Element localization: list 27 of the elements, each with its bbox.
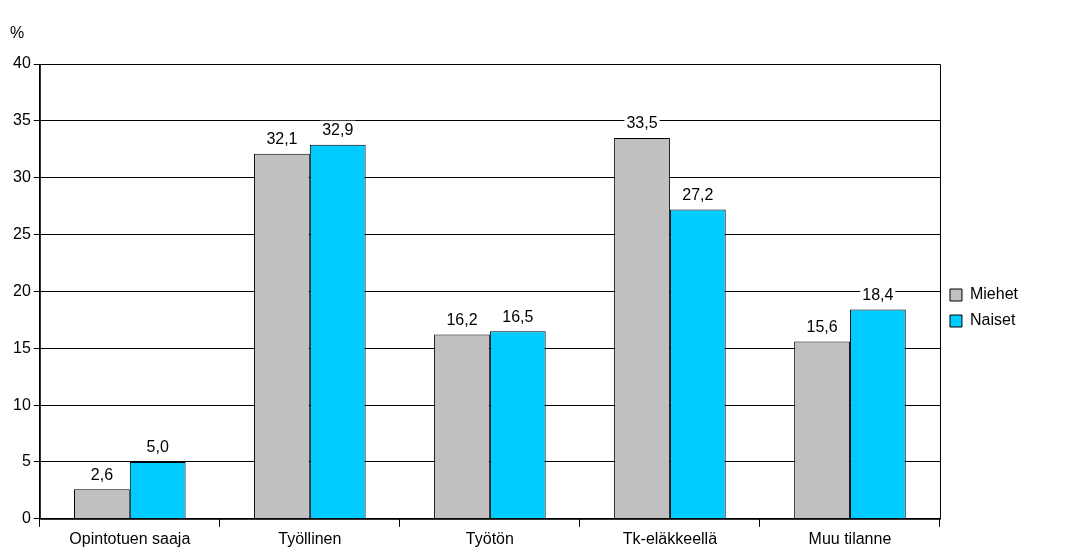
data-label: 16,2 — [446, 311, 478, 329]
y-tick-label: 10 — [13, 395, 31, 413]
y-tick-label: 40 — [13, 54, 31, 72]
x-tick-label: Työtön — [465, 529, 514, 547]
x-tick-label: Opintotuen saaja — [69, 529, 191, 547]
x-tick-label: Tk-eläkkeellä — [622, 529, 718, 547]
data-label: 32,9 — [322, 121, 354, 139]
data-label: 16,5 — [502, 307, 534, 325]
data-label: 15,6 — [806, 317, 838, 335]
x-tick-label: Työllinen — [278, 529, 342, 547]
y-tick-label: 15 — [13, 338, 31, 356]
y-tick-label: 0 — [21, 509, 31, 527]
y-tick-label: 30 — [13, 168, 31, 186]
data-label: 2,6 — [90, 465, 114, 483]
data-label: 27,2 — [682, 185, 714, 203]
y-tick-label: 20 — [13, 281, 31, 299]
data-label: 18,4 — [862, 286, 894, 303]
y-axis-title: % — [10, 24, 25, 42]
y-tick-label: 5 — [21, 452, 31, 470]
data-label: 33,5 — [626, 114, 658, 132]
legend-label: Naiset — [969, 311, 1016, 329]
data-label: 32,1 — [266, 130, 298, 148]
x-tick-label: Muu tilanne — [808, 529, 892, 547]
y-tick-label: 25 — [13, 224, 31, 242]
data-label: 5,0 — [146, 438, 169, 456]
legend-label: Miehet — [969, 285, 1019, 303]
y-tick-label: 35 — [13, 111, 31, 129]
